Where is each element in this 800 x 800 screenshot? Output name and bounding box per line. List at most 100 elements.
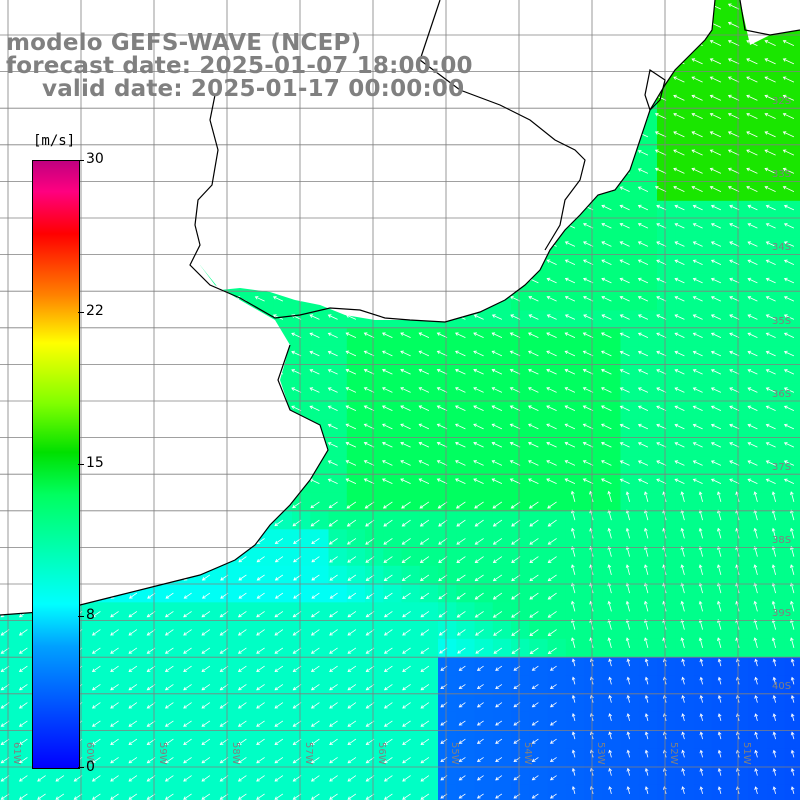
- wind-cell: [511, 346, 530, 366]
- wind-arrow: [183, 720, 192, 727]
- wind-arrow: [310, 501, 320, 509]
- wind-arrow: [201, 684, 211, 691]
- wind-arrow: [311, 611, 320, 618]
- wind-arrow: [401, 501, 411, 509]
- wind-cell: [255, 638, 275, 658]
- wind-arrow: [346, 460, 357, 466]
- wind-cell: [638, 146, 658, 165]
- wind-arrow: [311, 538, 320, 544]
- wind-cell: [383, 547, 403, 567]
- wind-arrow: [457, 629, 466, 636]
- wind-cell: [602, 675, 622, 695]
- wind-arrow-head: [582, 259, 587, 263]
- wind-arrow: [382, 387, 393, 393]
- wind-arrow-head: [309, 332, 314, 337]
- wind-cell: [675, 292, 695, 311]
- wind-arrow: [456, 501, 466, 509]
- wind-arrow: [626, 491, 630, 503]
- wind-arrow: [583, 314, 594, 320]
- wind-cell: [675, 620, 695, 640]
- wind-arrow: [311, 738, 320, 745]
- wind-cell: [766, 401, 786, 421]
- wind-cell: [748, 73, 768, 92]
- wind-arrow: [364, 442, 375, 448]
- wind-arrow: [19, 793, 28, 800]
- wind-arrow-head: [363, 387, 368, 391]
- wind-cell: [766, 711, 786, 731]
- wind-arrow-head: [0, 632, 5, 636]
- wind-cell: [383, 711, 403, 731]
- wind-cell: [620, 547, 640, 567]
- wind-arrow: [201, 793, 211, 800]
- wind-cell: [182, 766, 202, 786]
- wind-arrow: [477, 702, 484, 708]
- wind-cell: [711, 109, 731, 129]
- wind-cell: [693, 492, 713, 512]
- wind-cell: [657, 328, 676, 348]
- wind-cell: [730, 675, 749, 695]
- wind-arrow: [274, 775, 284, 782]
- wind-cell: [456, 565, 476, 585]
- wind-arrow-head: [291, 369, 295, 373]
- wind-arrow-head: [619, 387, 624, 391]
- wind-arrow-head: [590, 731, 594, 736]
- wind-arrow: [382, 442, 393, 448]
- wind-arrow-head: [509, 460, 514, 464]
- wind-arrow: [19, 757, 28, 764]
- wind-cell: [675, 200, 695, 220]
- wind-arrow-head: [619, 204, 624, 209]
- wind-cell: [401, 766, 421, 786]
- wind-arrow: [347, 556, 357, 563]
- wind-cell: [693, 73, 713, 92]
- wind-arrow-head: [547, 596, 552, 600]
- wind-arrow-head: [291, 314, 295, 318]
- wind-arrow: [532, 720, 539, 726]
- wind-arrow-head: [256, 577, 261, 581]
- wind-cell: [91, 784, 111, 800]
- wind-cell: [711, 547, 731, 567]
- wind-cell: [657, 602, 676, 622]
- wind-cell: [711, 474, 731, 494]
- wind-cell: [419, 711, 439, 731]
- wind-arrow-head: [474, 541, 479, 545]
- wind-cell: [748, 164, 768, 184]
- wind-arrow-head: [365, 541, 369, 545]
- wind-cell: [693, 419, 713, 439]
- wind-arrow: [492, 350, 503, 357]
- wind-arrow-head: [91, 778, 96, 782]
- wind-cell: [383, 401, 403, 421]
- wind-arrow: [583, 350, 594, 357]
- wind-cell: [438, 565, 457, 585]
- wind-arrow-head: [327, 405, 332, 410]
- wind-arrow-head: [509, 478, 514, 482]
- wind-arrow-head: [310, 668, 315, 673]
- wind-arrow: [583, 478, 594, 484]
- wind-cell: [748, 529, 768, 549]
- wind-cell: [638, 346, 658, 366]
- wind-arrow: [601, 387, 612, 393]
- wind-cell: [310, 730, 330, 749]
- wind-arrow-head: [363, 350, 368, 355]
- wind-arrow: [165, 665, 174, 672]
- wind-arrow: [510, 442, 521, 448]
- wind-arrow: [238, 611, 247, 618]
- wind-cell: [711, 73, 731, 92]
- wind-cell: [219, 766, 238, 786]
- wind-arrow-head: [128, 778, 133, 782]
- wind-arrow: [346, 387, 357, 393]
- wind-cell: [638, 638, 658, 658]
- wind-arrow: [420, 629, 430, 636]
- wind-arrow: [183, 629, 192, 636]
- wind-cell: [730, 730, 749, 749]
- wind-cell: [657, 127, 676, 147]
- wind-arrow: [548, 629, 557, 636]
- wind-arrow: [620, 205, 630, 211]
- wind-cell: [182, 748, 202, 768]
- wind-arrow-head: [456, 577, 461, 582]
- wind-cell: [383, 383, 403, 403]
- wind-arrow: [459, 684, 466, 689]
- wind-arrow: [364, 332, 375, 338]
- wind-cell: [602, 456, 622, 476]
- wind-cell: [638, 620, 658, 640]
- wind-arrow: [495, 684, 503, 689]
